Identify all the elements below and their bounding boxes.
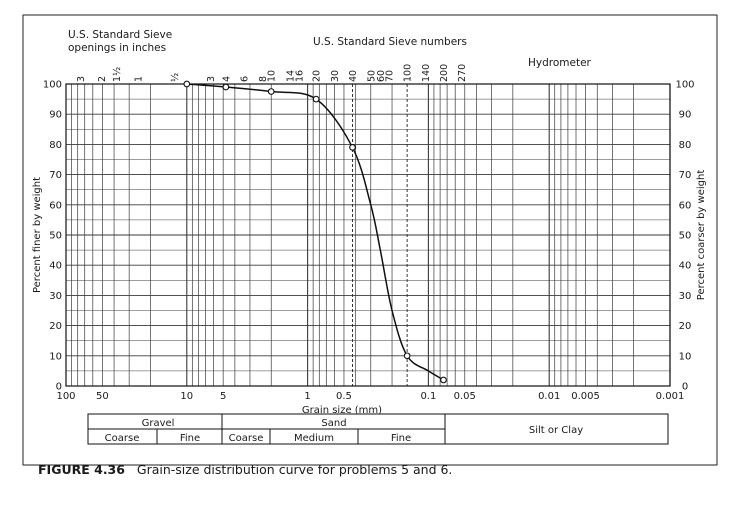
sieve-opening-label: 1 [133, 76, 144, 82]
sieve-openings-title-line1: U.S. Standard Sieve [68, 29, 172, 41]
y2-tick-label: 0 [682, 382, 688, 393]
figure-caption: FIGURE 4.36 Grain-size distribution curv… [38, 462, 452, 477]
y-tick-label: 20 [49, 321, 62, 332]
sieve-number-label: 50 [366, 70, 377, 82]
class-gravel-fine: Fine [180, 433, 200, 444]
figure-caption-text: Grain-size distribution curve for proble… [136, 462, 453, 477]
class-gravel: Gravel [142, 418, 175, 429]
sieve-number-label: 10 [267, 70, 278, 82]
sieve-number-label: 270 [457, 64, 468, 82]
data-point [440, 376, 447, 384]
y-tick-label: 90 [49, 110, 62, 121]
data-point [349, 144, 356, 151]
x-tick-label: 1 [304, 391, 310, 402]
y2-axis-label: Percent coarser by weight [696, 170, 707, 301]
x-tick-label: 10 [180, 391, 193, 402]
data-point [312, 95, 320, 103]
y-tick-label: 30 [49, 291, 62, 302]
x-tick-label: 0.05 [454, 391, 476, 402]
x-axis-label: Grain size (mm) [302, 405, 382, 416]
sieve-number-label: 60 [376, 70, 387, 82]
sieve-number-label: 140 [421, 64, 432, 82]
y-tick-label: 70 [49, 170, 62, 181]
class-sand-coarse: Coarse [229, 433, 264, 444]
x-tick-label: 0.01 [538, 391, 560, 402]
sieve-numbers-title: U.S. Standard Sieve numbers [313, 36, 467, 48]
class-sand: Sand [321, 418, 346, 429]
y2-tick-label: 80 [679, 140, 692, 151]
y-axis-label: Percent finer by weight [32, 177, 43, 293]
x-tick-label: 0.001 [656, 391, 685, 402]
x-tick-label: 0.005 [571, 391, 600, 402]
class-gravel-coarse: Coarse [105, 433, 140, 444]
sieve-number-label: 8 [258, 76, 269, 82]
sieve-number-label: 100 [403, 64, 414, 82]
sieve-opening-label: 3 [76, 76, 87, 82]
y2-tick-label: 40 [679, 261, 692, 272]
y2-tick-labels: 0 10 20 30 40 50 60 70 80 90 100 [675, 80, 694, 393]
data-point [403, 352, 411, 360]
y-tick-label: 10 [49, 351, 62, 362]
y2-tick-label: 60 [679, 200, 692, 211]
x-tick-label: 100 [56, 391, 75, 402]
grid [66, 83, 671, 387]
y-tick-label: 0 [56, 382, 62, 393]
sieve-dashed-lines [352, 84, 408, 386]
sieve-opening-label: ½ [170, 73, 181, 82]
figure-label: FIGURE 4.36 [38, 462, 125, 477]
sieve-number-label: 4 [221, 76, 232, 82]
y2-tick-label: 50 [679, 231, 692, 242]
sieve-number-label: 70 [384, 70, 395, 82]
x-tick-label: 0.5 [336, 391, 352, 402]
plot-area-border [65, 83, 671, 387]
class-sand-fine: Fine [391, 433, 411, 444]
sieve-number-label: 30 [330, 70, 341, 82]
y2-tick-label: 90 [679, 110, 692, 121]
y2-tick-label: 70 [679, 170, 692, 181]
classification-table [87, 413, 669, 445]
sieve-number-label: 3 [206, 76, 217, 82]
figure-frame [22, 14, 718, 466]
y2-tick-label: 30 [679, 291, 692, 302]
y-tick-label: 100 [43, 80, 62, 91]
sieve-openings-title-line2: openings in inches [68, 42, 166, 54]
sieve-number-label: 6 [240, 76, 251, 82]
y-tick-label: 50 [49, 231, 62, 242]
hydrometer-label: Hydrometer [528, 57, 592, 69]
data-point [267, 88, 275, 95]
series-markers [183, 80, 447, 384]
x-tick-label: 5 [220, 391, 226, 402]
sieve-number-label: 20 [312, 70, 323, 82]
y-tick-label: 80 [49, 140, 62, 151]
y-tick-label: 60 [49, 200, 62, 211]
sieve-opening-label: 2 [97, 76, 108, 82]
sieve-number-label: 40 [348, 70, 359, 82]
y2-tick-label: 100 [675, 80, 694, 91]
y2-tick-label: 10 [679, 351, 692, 362]
y-tick-label: 40 [49, 261, 62, 272]
data-point [183, 80, 191, 88]
sieve-number-label: 16 [294, 70, 305, 82]
x-tick-label: 0.1 [420, 391, 436, 402]
y2-tick-label: 20 [679, 321, 692, 332]
series-line [186, 83, 444, 381]
class-silt-clay: Silt or Clay [529, 425, 583, 436]
data-point [222, 83, 230, 91]
x-tick-labels: 100 50 10 5 1 0.5 0.1 0.05 0.01 0.005 0.001 [56, 391, 684, 402]
x-tick-label: 50 [96, 391, 109, 402]
sieve-number-label: 14 [285, 70, 296, 82]
sieve-number-label: 200 [439, 64, 450, 82]
sieve-opening-label: 1½ [112, 67, 123, 82]
y-tick-labels: 0 10 20 30 40 50 60 70 80 90 100 [43, 80, 62, 393]
class-sand-medium: Medium [294, 433, 334, 444]
